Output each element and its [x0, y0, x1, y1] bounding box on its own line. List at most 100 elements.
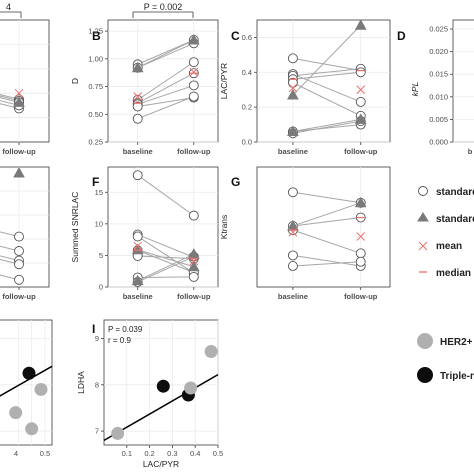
plot-area — [107, 19, 219, 143]
pair-line — [137, 236, 195, 274]
plot-area — [452, 19, 474, 143]
y-tick-label: 0.4 — [242, 68, 252, 77]
y-tick-label: 0.75 — [88, 82, 103, 91]
legend-label-standard-triangle: standard — [436, 214, 474, 225]
pair-line — [137, 249, 194, 268]
panel-i: 0.1 0.2 0.3 0.4 0.5 7 8 9 P = 0.039 r = 0.9 LAC/PY… — [76, 319, 223, 469]
y-tick-label: 0.6 — [242, 33, 252, 42]
pair-line — [292, 120, 361, 134]
baseline-point — [132, 170, 143, 181]
followup-point — [355, 67, 366, 78]
pair-line — [137, 234, 194, 258]
pair-line — [137, 253, 195, 282]
legend-label-standard: standard — [436, 187, 474, 198]
pair-line — [137, 96, 194, 120]
y-tick-label: 1.25 — [88, 27, 103, 36]
baseline-point — [132, 101, 143, 112]
pair-line — [292, 82, 361, 117]
x-tick-label: baseline — [278, 292, 308, 301]
legend-her2-dot-icon — [417, 333, 433, 349]
y-axis-label: Ktrans — [219, 215, 229, 240]
y-tick-label: 0.005 — [429, 115, 448, 124]
pair-line — [292, 57, 361, 72]
panel-label-d: D — [397, 29, 406, 43]
data-point-triple — [22, 366, 36, 380]
x-tick-label: 0.2 — [144, 449, 154, 458]
regression-line — [0, 365, 53, 397]
pair-line — [137, 174, 195, 217]
y-tick-label: 0.50 — [88, 110, 103, 119]
mean-marker — [356, 232, 366, 241]
data-point-triple — [156, 379, 170, 393]
baseline-triangle — [131, 274, 144, 286]
x-tick-label: follow-up — [344, 147, 378, 156]
mean-stroke — [133, 92, 143, 101]
followup-triangle — [354, 19, 367, 30]
plot-area — [107, 166, 219, 288]
y-tick-label: 10 — [95, 219, 103, 228]
y-axis-label: Summed SNRLAC — [70, 192, 80, 263]
x-tick-label: follow-up — [177, 147, 211, 156]
legend-triangle-icon — [417, 212, 429, 222]
y-axis-label: kPL — [410, 81, 420, 96]
data-point-her2 — [111, 426, 125, 440]
followup-triangle — [354, 196, 367, 208]
x-tick-label: baseline — [123, 292, 153, 301]
baseline-triangle — [131, 61, 144, 73]
baseline-point — [287, 53, 298, 64]
followup-point — [188, 57, 199, 68]
followup-triangle — [187, 33, 200, 45]
p-value-annotation: P = 0.039 — [108, 325, 143, 334]
x-tick-label: 0.4 — [190, 449, 200, 458]
legend-label-median: median — [436, 268, 471, 279]
mean-marker — [189, 67, 199, 77]
pair-line — [137, 97, 194, 108]
data-point-her2 — [34, 382, 48, 396]
panel-g: baseline follow-up Ktrans — [219, 166, 391, 301]
legend-circle-icon — [418, 186, 428, 196]
y-tick-label: 0.025 — [429, 25, 448, 34]
y-tick-label: 0.000 — [429, 138, 448, 147]
followup-triangle — [13, 166, 25, 178]
data-point-her2 — [184, 381, 198, 395]
x-axis-label: LAC/PYR — [143, 459, 179, 469]
followup-triangle — [13, 96, 25, 107]
pair-line — [292, 24, 362, 96]
x-tick-label: baseline — [123, 147, 153, 156]
y-tick-label: 0.0 — [242, 138, 252, 147]
plot-area — [0, 19, 50, 143]
x-tick-label: 0.3 — [167, 449, 177, 458]
pair-line — [137, 72, 195, 104]
panel-label-g: G — [231, 175, 240, 189]
mean-marker — [133, 241, 143, 251]
panel-label-f: F — [92, 175, 99, 189]
y-tick-label: 0.25 — [88, 138, 103, 147]
y-axis-label: LDHA — [76, 371, 86, 394]
baseline-point — [287, 260, 298, 271]
y-tick-label: 1.00 — [88, 54, 103, 63]
x-tick-label: 4 — [14, 449, 18, 458]
significance-bracket-left: 4 — [0, 2, 22, 18]
mean-stroke — [356, 85, 366, 95]
pair-line — [292, 124, 361, 133]
y-tick-label: 5 — [99, 251, 103, 260]
panel-label-i: I — [92, 322, 95, 336]
y-tick-label: 8 — [95, 380, 99, 389]
panel-c: 0.0 0.2 0.4 0.6 baseline follow-up LAC/PYR — [219, 19, 391, 156]
panel-d: 0.000 0.005 0.010 0.015 0.020 0.025 b kPL — [410, 19, 474, 156]
panel-label-b: B — [92, 29, 101, 43]
legend-top: standard standard mean median — [417, 186, 474, 279]
legend-label-mean: mean — [436, 241, 462, 252]
panel-h-partial: 4 0.5 — [0, 319, 53, 458]
followup-triangle — [187, 260, 200, 272]
y-axis-label: D — [70, 78, 80, 84]
followup-point — [188, 271, 199, 282]
y-tick-label: 7 — [95, 427, 99, 436]
panel-b: 0.25 0.50 0.75 1.00 1.25 baseline follow-up D — [70, 19, 219, 156]
x-tick-label: 0.5 — [213, 449, 223, 458]
pair-line — [292, 217, 361, 227]
followup-point — [188, 91, 199, 102]
baseline-point — [287, 77, 298, 88]
